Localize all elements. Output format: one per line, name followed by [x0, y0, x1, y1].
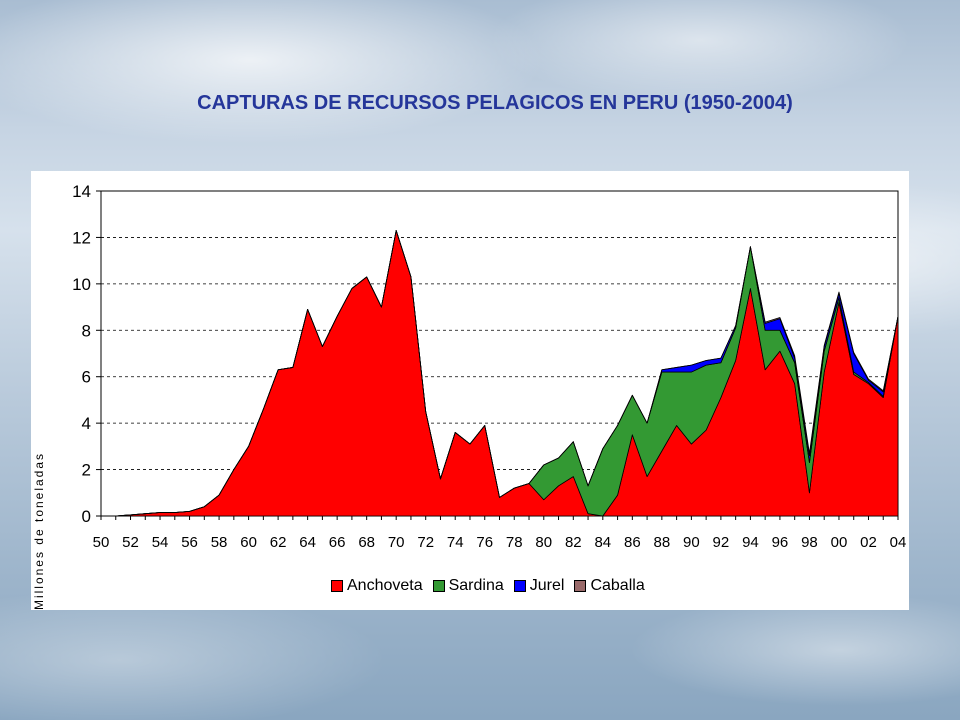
- legend-swatch: [331, 580, 343, 592]
- x-tick-label: 00: [831, 534, 848, 551]
- x-tick-label: 64: [299, 534, 316, 551]
- x-tick-label: 54: [152, 534, 169, 551]
- x-tick-label: 88: [654, 534, 671, 551]
- x-tick-label: 96: [772, 534, 789, 551]
- legend-item-anchoveta: Anchoveta: [331, 577, 423, 595]
- x-tick-label: 62: [270, 534, 287, 551]
- y-tick-label: 14: [72, 182, 91, 201]
- legend-swatch: [432, 580, 445, 592]
- y-tick-label: 4: [82, 414, 91, 433]
- x-tick-label: 90: [683, 534, 700, 551]
- x-tick-label: 98: [801, 534, 818, 551]
- x-tick-label: 78: [506, 534, 523, 551]
- y-tick-label: 2: [82, 461, 91, 480]
- x-tick-label: 76: [476, 534, 493, 551]
- x-tick-label: 70: [388, 534, 405, 551]
- x-tick-label: 50: [93, 534, 110, 551]
- legend-label: Sardina: [448, 577, 504, 594]
- x-tick-label: 52: [122, 534, 139, 551]
- area-layer: [100, 230, 899, 517]
- legend-item-sardina: Sardina: [432, 577, 504, 595]
- chart-panel: 0 2 4 6 8 10 12 14 50 52 54 56 58 60 62 64 66 68 70 72 74 76 7…: [31, 171, 909, 610]
- x-tick-label: 02: [860, 534, 877, 551]
- legend-item-caballa: Caballa: [574, 577, 645, 595]
- x-tick-label: 60: [240, 534, 257, 551]
- x-tick-label: 86: [624, 534, 641, 551]
- legend-swatch: [513, 580, 526, 592]
- x-tick-label: 80: [535, 534, 552, 551]
- x-tick-label: 66: [329, 534, 346, 551]
- slide-title: CAPTURAS DE RECURSOS PELAGICOS EN PERU (…: [197, 92, 793, 114]
- y-tick-label: 10: [72, 275, 91, 294]
- x-tick-label: 84: [594, 534, 611, 551]
- legend: Anchoveta Sardina Jurel Caballa: [331, 576, 645, 596]
- y-axis-label-text: Millones de toneladas: [32, 451, 46, 611]
- legend-item-jurel: Jurel: [513, 577, 565, 595]
- legend-label: Caballa: [590, 577, 645, 594]
- x-tick-label: 68: [358, 534, 375, 551]
- legend-swatch: [574, 580, 587, 592]
- y-tick-label: 0: [82, 507, 91, 526]
- series-area-caballa: [100, 230, 899, 517]
- y-tick-label: 8: [82, 321, 91, 340]
- x-tick-label: 72: [417, 534, 434, 551]
- x-tick-label: 58: [211, 534, 228, 551]
- x-tick-label: 94: [742, 534, 759, 551]
- x-tick-label: 92: [713, 534, 730, 551]
- x-tick-label: 74: [447, 534, 464, 551]
- x-tick-label: 04: [890, 534, 907, 551]
- y-tick-label: 6: [82, 368, 91, 387]
- x-tick-label: 82: [565, 534, 582, 551]
- y-tick-label: 12: [72, 228, 91, 247]
- legend-label: Anchoveta: [347, 577, 423, 594]
- x-tick-label: 56: [181, 534, 198, 551]
- legend-label: Jurel: [529, 577, 565, 594]
